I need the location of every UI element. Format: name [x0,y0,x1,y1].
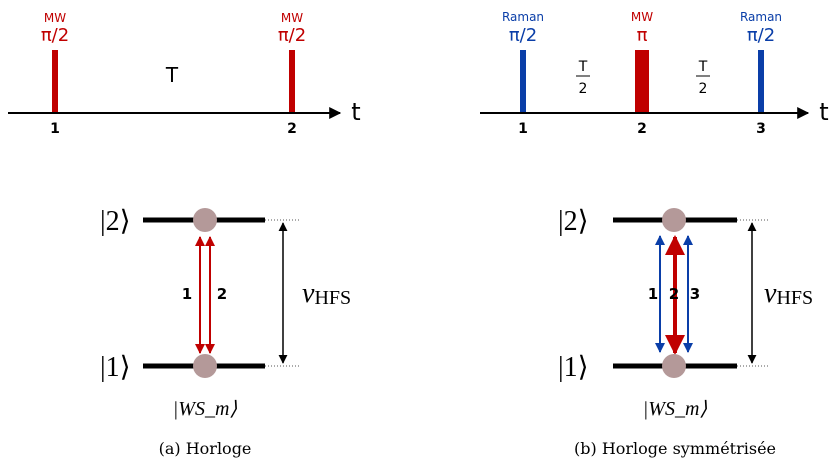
atom-lower [662,354,686,378]
ket-1-label: |1⟩ [100,352,131,383]
atom-upper [662,208,686,232]
raman-pulse-1 [520,50,526,113]
panel-b-levels: |2⟩ |1⟩ 1 2 3 νHFS |WS_m⟩ (b) Horloge sy… [558,206,813,458]
atom-lower [193,354,217,378]
half-interval-2-num: T [698,59,708,75]
mw-pulse-1 [52,50,58,113]
pulse-2-type: MW [281,11,303,25]
panel-b-timeline: Raman π/2 MW π Raman π/2 T 2 T 2 t 1 2 3 [480,10,829,137]
marker-2: 2 [287,121,297,137]
nu-hfs-label: νHFS [764,278,813,309]
half-interval-2-den: 2 [699,81,708,97]
ws-state-label: |WS_m⟩ [643,398,708,420]
half-interval-1-num: T [578,59,588,75]
marker-3: 3 [756,121,766,137]
panel-a-timeline: MW π/2 MW π/2 T t 1 2 [8,11,361,137]
transition-label-1: 1 [648,285,658,303]
transition-label-2: 2 [217,285,227,303]
pulse-3-angle: π/2 [747,25,775,46]
atom-upper [193,208,217,232]
time-axis-label: t [351,98,360,126]
mw-pulse-2 [289,50,295,113]
pulse-1-type: MW [44,11,66,25]
ws-state-label: |WS_m⟩ [173,398,238,420]
caption-a: (a) Horloge [159,439,252,458]
pulse-3-type: Raman [740,10,782,24]
pulse-1-type: Raman [502,10,544,24]
ket-2-label: |2⟩ [558,206,589,237]
interval-label: T [165,63,179,87]
time-axis-label: t [819,98,828,126]
transition-label-3: 3 [690,285,700,303]
marker-1: 1 [518,121,528,137]
pulse-2-angle: π [637,25,648,46]
caption-b: (b) Horloge symmétrisée [574,439,776,458]
transition-label-2: 2 [669,285,679,303]
marker-2: 2 [637,121,647,137]
nu-hfs-label: νHFS [302,278,351,309]
panel-a-levels: |2⟩ |1⟩ 1 2 νHFS |WS_m⟩ (a) Horloge [100,206,351,458]
pulse-1-angle: π/2 [41,25,69,46]
half-interval-1-den: 2 [579,81,588,97]
pulse-1-angle: π/2 [509,25,537,46]
pulse-2-type: MW [631,10,653,24]
pulse-2-angle: π/2 [278,25,306,46]
raman-pulse-3 [758,50,764,113]
mw-pulse-2 [635,50,649,113]
ket-2-label: |2⟩ [100,206,131,237]
marker-1: 1 [50,121,60,137]
ket-1-label: |1⟩ [558,352,589,383]
transition-label-1: 1 [182,285,192,303]
